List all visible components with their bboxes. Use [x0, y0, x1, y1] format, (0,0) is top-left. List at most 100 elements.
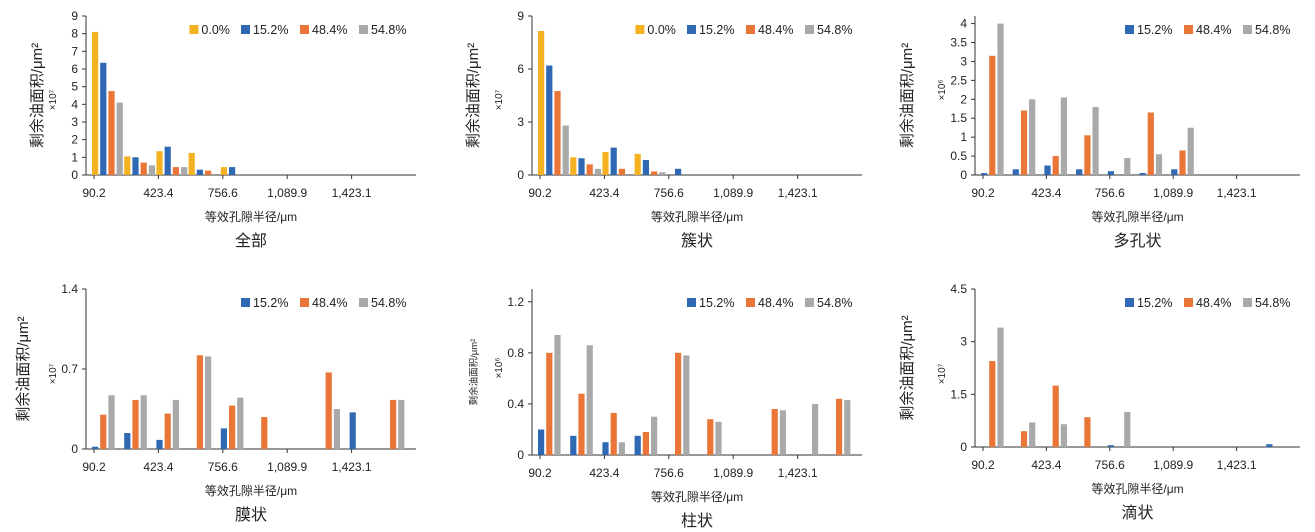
bar	[124, 433, 131, 449]
bar	[602, 442, 609, 455]
bar	[1092, 106, 1099, 175]
bar	[1155, 154, 1163, 175]
panel-caption: 滴状	[1121, 504, 1153, 522]
y-tick-label: 8	[71, 27, 78, 41]
y-tick-label: 4.5	[950, 282, 967, 296]
legend-swatch	[1184, 298, 1193, 307]
y-tick-label: 1	[960, 130, 967, 144]
panel-caption: 柱状	[681, 512, 713, 530]
x-tick-label: 423.4	[1031, 186, 1061, 200]
panel-all: 0 1 2 3 4 5 6 7 8 9 90.2 423.4 756.6 1,089.9 1,423.1 等效…	[28, 9, 416, 250]
bar	[124, 156, 131, 175]
bar	[602, 152, 609, 175]
legend-label: 48.4%	[758, 23, 793, 37]
bar	[390, 399, 397, 449]
y-tick-label: 1.5	[950, 111, 967, 125]
y-exponent-label: ×10⁷	[494, 89, 505, 110]
bar	[771, 409, 778, 455]
bar	[642, 160, 649, 175]
bar	[100, 414, 107, 449]
panel-droplet: 0 1.5 3 4.5 90.2 423.4 756.6 1,089.9 1,423.1 等效孔隙…	[898, 282, 1300, 522]
bar	[707, 419, 714, 455]
bar	[140, 395, 147, 449]
bar	[546, 65, 553, 175]
x-axis-title: 等效孔隙半径/μm	[205, 209, 297, 224]
x-tick-label: 90.2	[528, 186, 552, 200]
bar	[683, 355, 690, 455]
x-tick-label: 1,089.9	[1153, 186, 1193, 200]
x-tick-label: 756.6	[208, 186, 238, 200]
x-tick-label: 756.6	[1095, 458, 1125, 472]
legend-swatch	[300, 298, 309, 307]
bar	[172, 167, 179, 175]
legend-label: 15.2%	[1137, 296, 1172, 310]
legend-swatch	[1125, 25, 1134, 34]
legend-swatch	[1243, 298, 1252, 307]
bar	[188, 152, 195, 175]
x-tick-label: 1,423.1	[778, 186, 818, 200]
bar	[651, 416, 658, 455]
legend-label: 54.8%	[1255, 23, 1290, 37]
legend-swatch	[359, 298, 368, 307]
bar	[132, 157, 139, 175]
legend-label: 54.8%	[817, 296, 852, 310]
panel-porous: 0 0.5 1 1.5 2 2.5 3 3.5 4 90.2 423.4 756.6 1,089.9 1,…	[898, 16, 1300, 250]
bar	[116, 102, 123, 175]
bar	[229, 405, 236, 449]
bar	[205, 170, 212, 175]
y-tick-label: 0.5	[950, 149, 967, 163]
bar	[1029, 99, 1036, 175]
bar	[1107, 171, 1114, 175]
x-tick-label: 1,089.9	[713, 466, 753, 480]
y-axis-title: 剩余油面积/μm²	[898, 43, 916, 148]
bar	[1084, 135, 1091, 176]
panel-caption: 全部	[235, 232, 267, 250]
bar	[715, 421, 722, 455]
x-tick-label: 1,423.1	[778, 466, 818, 480]
x-tick-label: 1,089.9	[267, 186, 307, 200]
x-tick-label: 423.4	[143, 460, 173, 474]
legend-swatch	[1243, 25, 1252, 34]
legend-label: 0.0%	[647, 23, 676, 37]
x-tick-label: 1,089.9	[713, 186, 753, 200]
bar	[578, 158, 585, 175]
y-axis-title: 剩余油面积/μm²	[14, 316, 32, 421]
bar	[989, 361, 996, 447]
y-axis-title: 剩余油面积/μm²	[464, 43, 482, 148]
legend-swatch	[1184, 25, 1193, 34]
x-tick-label: 90.2	[971, 458, 995, 472]
panel-film: 0 0.7 1.4 90.2 423.4 756.6 1,089.9 1,423.1 等效孔隙半…	[14, 282, 416, 524]
x-tick-label: 423.4	[143, 186, 173, 200]
bar	[1084, 417, 1091, 447]
x-tick-label: 756.6	[208, 460, 238, 474]
legend-swatch	[805, 25, 814, 34]
x-tick-label: 1,423.1	[332, 460, 372, 474]
bar	[1147, 112, 1154, 175]
y-tick-label: 3	[71, 115, 78, 129]
y-tick-label: 0	[71, 442, 78, 456]
legend-label: 48.4%	[312, 23, 347, 37]
bar	[812, 403, 819, 455]
legend-label: 15.2%	[1137, 23, 1172, 37]
legend-label: 48.4%	[758, 296, 793, 310]
bar	[1060, 424, 1067, 447]
bar	[610, 147, 617, 175]
bar	[538, 429, 545, 455]
y-tick-label: 0.8	[507, 346, 524, 360]
bar	[675, 352, 682, 455]
legend-swatch	[746, 25, 755, 34]
legend-swatch	[359, 25, 368, 34]
y-tick-label: 6	[71, 62, 78, 76]
y-tick-label: 0	[960, 440, 967, 454]
panel-caption: 膜状	[235, 506, 267, 524]
y-tick-label: 0	[71, 168, 78, 182]
x-tick-label: 90.2	[971, 186, 995, 200]
bar	[220, 167, 227, 175]
y-axis-title: 剩余油面积/μm²	[898, 315, 916, 420]
legend-label: 0.0%	[201, 23, 230, 37]
y-tick-label: 0	[517, 448, 524, 462]
x-tick-label: 756.6	[654, 186, 684, 200]
y-tick-label: 4	[960, 17, 967, 31]
y-tick-label: 2.5	[950, 73, 967, 87]
bar	[586, 164, 593, 175]
